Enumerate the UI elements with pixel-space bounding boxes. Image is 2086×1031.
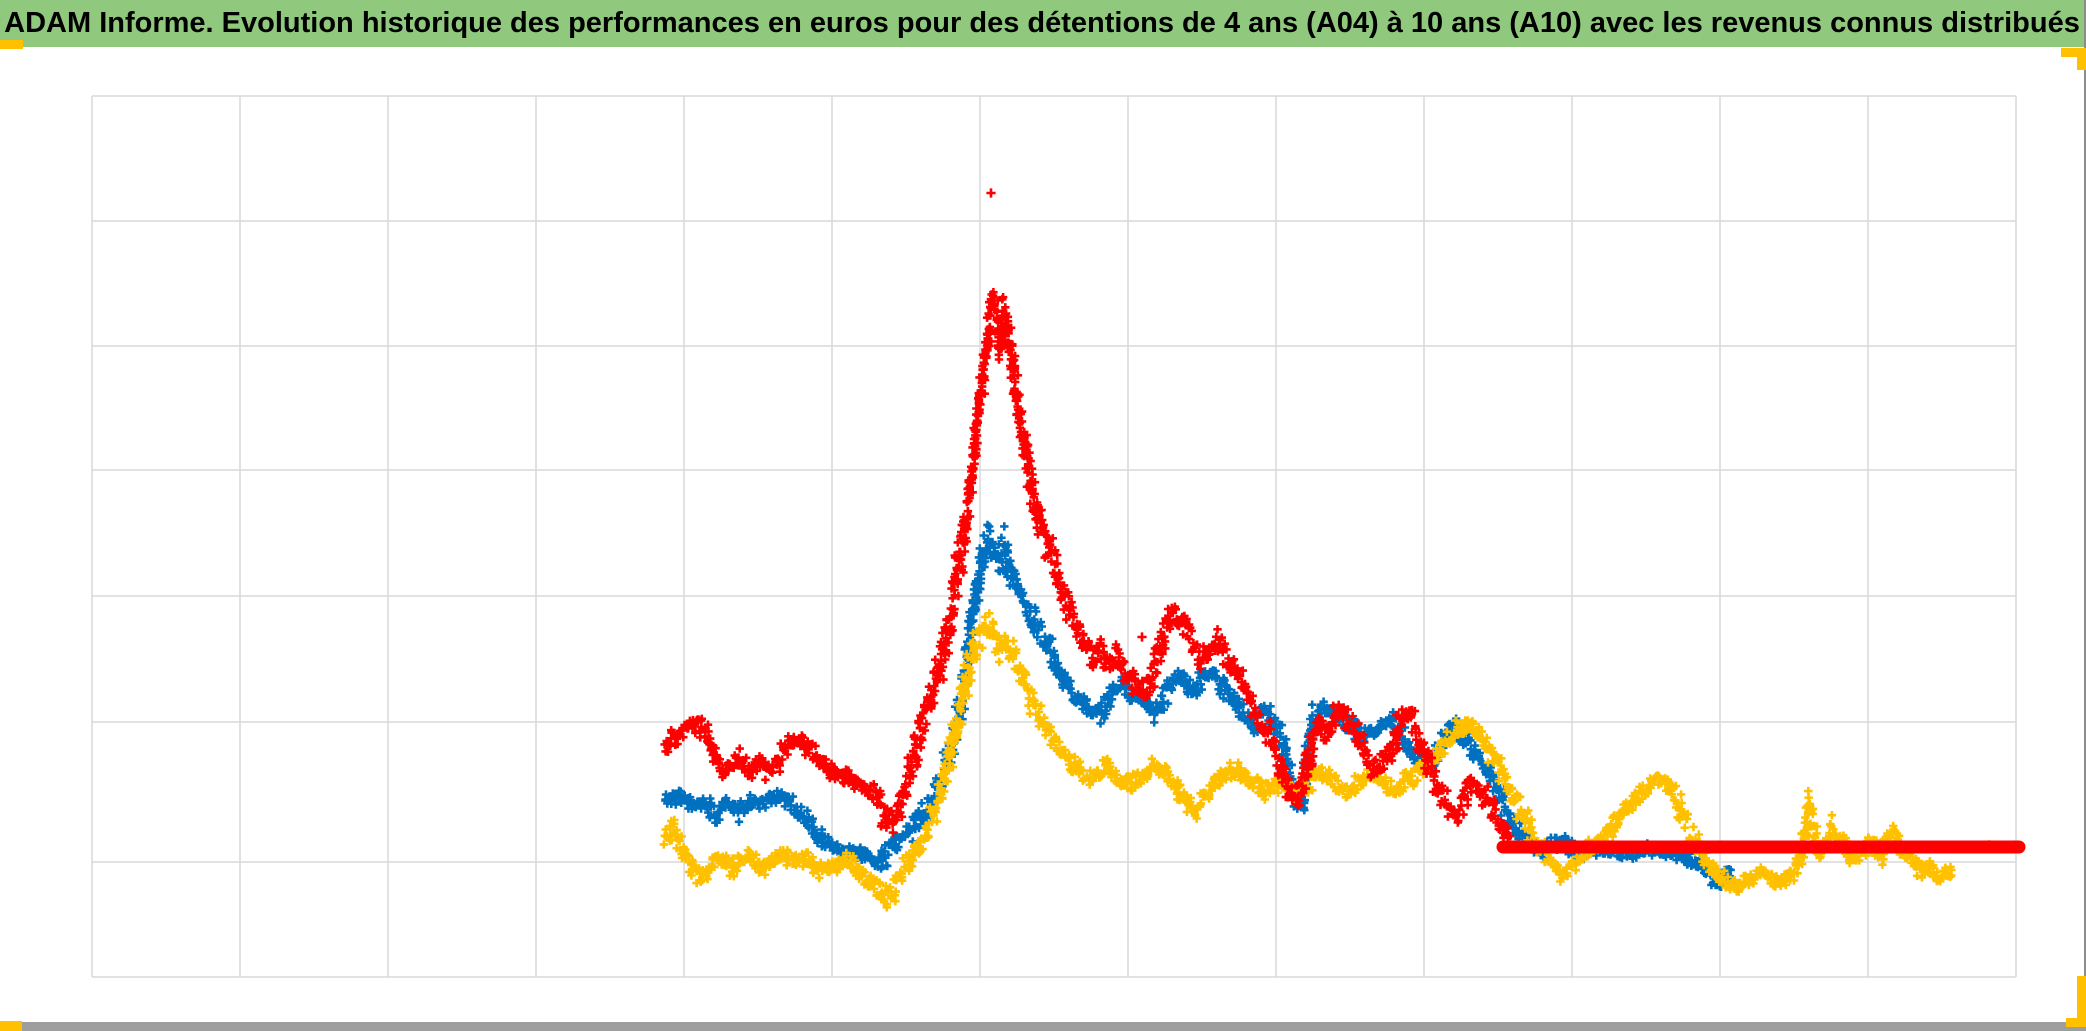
chart-title-bar[interactable]: ADAM Informe. Evolution historique des p… [0, 0, 2084, 47]
chart-title: ADAM Informe. Evolution historique des p… [4, 7, 2080, 39]
yellow-corner-mark-top-right-h [2061, 48, 2086, 57]
yellow-corner-mark-bottom-left [0, 1021, 22, 1031]
yellow-corner-mark-header-left [0, 40, 23, 49]
yellow-corner-mark-bottom-right-v [2077, 976, 2086, 1026]
window-right-edge [2084, 0, 2086, 1031]
yellow-corner-mark-top-right-v [2077, 48, 2086, 70]
blue-series-points [661, 520, 1736, 891]
yellow-corner-mark-bottom-right-foot [2066, 1018, 2086, 1027]
window-bottom-bar [0, 1022, 2086, 1031]
red-series-points [660, 188, 2024, 854]
plot-gridlines [91, 95, 2017, 978]
